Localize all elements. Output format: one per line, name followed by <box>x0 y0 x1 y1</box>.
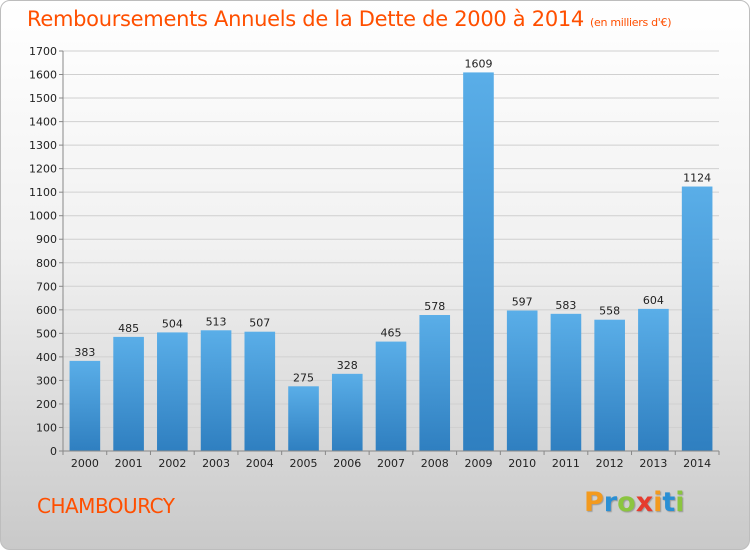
bar-2008 <box>419 315 451 451</box>
y-tick-label: 300 <box>36 374 57 387</box>
x-tick-label: 2002 <box>158 457 186 470</box>
y-tick-label: 700 <box>36 280 57 293</box>
bar-2013 <box>638 308 669 451</box>
logo-letter: P <box>584 487 604 518</box>
x-tick-label: 2008 <box>421 457 449 470</box>
x-tick-label: 2013 <box>639 457 667 470</box>
logo-letter: i <box>653 487 663 518</box>
value-label-2005: 275 <box>293 371 314 384</box>
x-tick-label: 2012 <box>596 457 624 470</box>
y-tick-label: 1500 <box>29 92 57 105</box>
value-label-2009: 1609 <box>464 57 492 70</box>
y-tick-label: 1400 <box>29 116 57 129</box>
x-tick-label: 2000 <box>71 457 99 470</box>
y-tick-label: 1700 <box>29 45 57 58</box>
x-tick-label: 2007 <box>377 457 405 470</box>
bar-2011 <box>550 313 582 451</box>
y-axis: 0 100 200 300 400 500 600 700 800 900 1000 1100 1200… <box>29 45 64 458</box>
bar-2002 <box>157 332 188 451</box>
value-label-2007: 465 <box>381 327 402 340</box>
x-tick-label: 2014 <box>683 457 711 470</box>
value-label-2011: 583 <box>555 299 576 312</box>
value-label-2006: 328 <box>337 359 358 372</box>
value-labels: 383 485 504 513 507 275 328 465 578 1609 597 583 558… <box>74 57 711 384</box>
y-tick-label: 0 <box>50 445 57 458</box>
bar-2000 <box>69 360 101 451</box>
value-label-2001: 485 <box>118 322 139 335</box>
city-name: CHAMBOURCY <box>37 494 175 518</box>
y-tick-label: 500 <box>36 327 57 340</box>
x-tick-label: 2010 <box>508 457 536 470</box>
bar-2007 <box>375 341 407 451</box>
logo-letter: o <box>617 487 636 518</box>
value-label-2013: 604 <box>643 294 664 307</box>
x-tick-label: 2009 <box>464 457 492 470</box>
bar-2009 <box>463 72 494 451</box>
value-label-2000: 383 <box>74 346 95 359</box>
value-label-2012: 558 <box>599 305 620 318</box>
logo-letter: i <box>675 487 685 518</box>
x-axis: 2000 2001 2002 2003 2004 2005 2006 2007 2008 2009… <box>62 450 720 470</box>
value-label-2008: 578 <box>424 300 445 313</box>
x-tick-label: 2004 <box>246 457 274 470</box>
bar-2004 <box>244 331 276 451</box>
logo-letter: r <box>603 487 618 518</box>
y-tick-label: 1300 <box>29 139 57 152</box>
chart-title-text: Remboursements Annuels de la Dette de 20… <box>27 7 584 31</box>
y-tick-label: 1000 <box>29 210 57 223</box>
y-tick-label: 100 <box>36 421 57 434</box>
x-tick-label: 2003 <box>202 457 230 470</box>
y-tick-label: 800 <box>36 257 57 270</box>
y-tick-label: 400 <box>36 351 57 364</box>
y-tick-label: 1600 <box>29 69 57 82</box>
y-tick-label: 900 <box>36 233 57 246</box>
bar-2006 <box>331 373 363 451</box>
bar-2001 <box>113 336 144 451</box>
value-label-2002: 504 <box>162 317 183 330</box>
bar-2003 <box>200 330 232 451</box>
value-label-2014: 1124 <box>683 172 711 185</box>
logo-letter: x <box>635 487 654 518</box>
logo-letter: t <box>662 487 676 518</box>
value-label-2003: 513 <box>206 315 227 328</box>
bar-2005 <box>288 386 319 451</box>
bars <box>69 72 713 451</box>
chart-title: Remboursements Annuels de la Dette de 20… <box>27 7 671 31</box>
value-label-2004: 507 <box>249 317 270 330</box>
x-tick-label: 2005 <box>290 457 318 470</box>
x-tick-label: 2001 <box>115 457 143 470</box>
y-tick-label: 1100 <box>29 186 57 199</box>
x-tick-label: 2011 <box>552 457 580 470</box>
x-tick-label: 2006 <box>333 457 361 470</box>
bar-2014 <box>681 186 713 451</box>
chart-unit-label: (en milliers d'€) <box>590 16 672 29</box>
y-tick-label: 1200 <box>29 163 57 176</box>
bar-2010 <box>506 310 538 451</box>
bar-2012 <box>594 319 625 451</box>
value-label-2010: 597 <box>512 296 533 309</box>
proxiti-logo: Proxiti <box>584 487 685 518</box>
y-tick-label: 600 <box>36 304 57 317</box>
y-tick-label: 200 <box>36 398 57 411</box>
